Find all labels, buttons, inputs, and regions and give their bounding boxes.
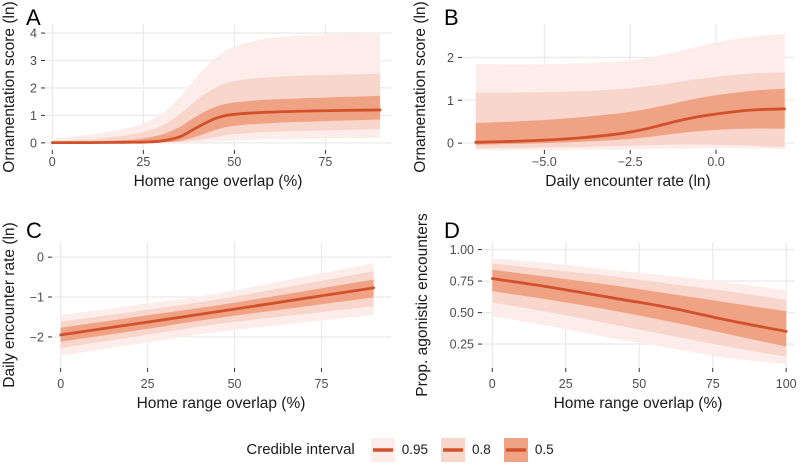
panel-b: −5.0 −2.5 0.0 0 1 2 B Ornamentation score (ln… (412, 1, 795, 190)
legend-item-095: 0.95 (370, 437, 429, 462)
x-tick-label: 0 (49, 155, 56, 169)
legend-item-label: 0.8 (472, 442, 491, 457)
y-tick-label: −1 (30, 291, 44, 305)
y-tick-label: 0.50 (450, 306, 474, 320)
y-tick-label: 0 (30, 136, 37, 150)
credible-interval-swatch-icon (441, 437, 466, 462)
x-tick-label: −5.0 (532, 155, 557, 169)
x-tick-label: 25 (559, 377, 573, 391)
fit-line (59, 286, 376, 337)
x-axis-title-a: Home range overlap (%) (134, 173, 303, 190)
plot-area-a: 0 25 50 75 0 1 2 3 4 (30, 24, 391, 169)
y-tick-label: −2 (30, 330, 44, 344)
x-tick-label: 0 (489, 377, 496, 391)
panel-c: 0 25 50 75 0 −1 −2 C Daily encounter rate (ln)… (1, 218, 391, 412)
y-axis-title-d: Prop. agonistic encounters (414, 213, 431, 397)
fit-line (490, 277, 788, 333)
plot-area-d: 0 25 50 75 100 1.00 0.75 0.50 0.25 (450, 242, 797, 391)
credible-interval-swatch-icon (503, 437, 528, 462)
y-tick-label: 0.75 (450, 275, 474, 289)
y-tick-label: 0 (37, 251, 44, 265)
x-tick-label: 50 (227, 155, 241, 169)
y-tick-label: 2 (30, 81, 37, 95)
x-tick-label: 0.0 (707, 155, 724, 169)
x-tick-label: 50 (228, 377, 242, 391)
ribbon-0.5 (475, 88, 785, 145)
fit-line (474, 107, 787, 144)
x-tick-label: 75 (706, 377, 720, 391)
panel-letter-d: D (444, 218, 460, 243)
x-tick-label: 100 (776, 377, 797, 391)
panel-letter-a: A (26, 5, 41, 30)
plot-area-b: −5.0 −2.5 0.0 0 1 2 (447, 24, 795, 169)
x-tick-label: 0 (57, 377, 64, 391)
y-tick-label: 1 (447, 94, 454, 108)
fit-line (50, 108, 382, 145)
x-tick-label: −2.5 (618, 155, 643, 169)
x-tick-label: 25 (141, 377, 155, 391)
legend-item-08: 0.8 (441, 437, 491, 462)
panel-letter-c: C (26, 218, 42, 243)
x-axis-title-b: Daily encounter rate (ln) (545, 173, 710, 190)
x-tick-label: 25 (136, 155, 150, 169)
panel-letter-b: B (444, 5, 459, 30)
credible-interval-swatch-icon (370, 437, 395, 462)
y-tick-label: 2 (447, 51, 454, 65)
y-tick-label: 0.25 (450, 338, 474, 352)
plot-area-c: 0 25 50 75 0 −1 −2 (30, 242, 391, 391)
legend-title: Credible interval (246, 441, 355, 458)
y-axis-title-a: Ornamentation score (ln) (1, 1, 18, 172)
y-tick-label: 1.00 (450, 243, 474, 257)
y-tick-label: 1 (30, 109, 37, 123)
x-axis-title-c: Home range overlap (%) (137, 395, 306, 412)
y-tick-label: 4 (30, 27, 37, 41)
credible-interval-legend: Credible interval 0.95 0.8 0.5 (0, 424, 800, 473)
y-axis-title-c: Daily encounter rate (ln) (1, 222, 18, 387)
y-tick-label: 3 (30, 54, 37, 68)
y-tick-label: 0 (447, 137, 454, 151)
legend-item-label: 0.95 (401, 442, 429, 457)
panel-d: 0 25 50 75 100 1.00 0.75 0.50 0.25 D Prop. agoni… (414, 213, 797, 412)
x-axis-title-d: Home range overlap (%) (554, 395, 723, 412)
x-tick-label: 75 (318, 155, 332, 169)
y-axis-title-b: Ornamentation score (ln) (412, 1, 429, 172)
x-tick-label: 50 (632, 377, 646, 391)
x-tick-label: 75 (315, 377, 329, 391)
legend-item-label: 0.5 (534, 442, 554, 457)
legend-item-05: 0.5 (503, 437, 554, 462)
